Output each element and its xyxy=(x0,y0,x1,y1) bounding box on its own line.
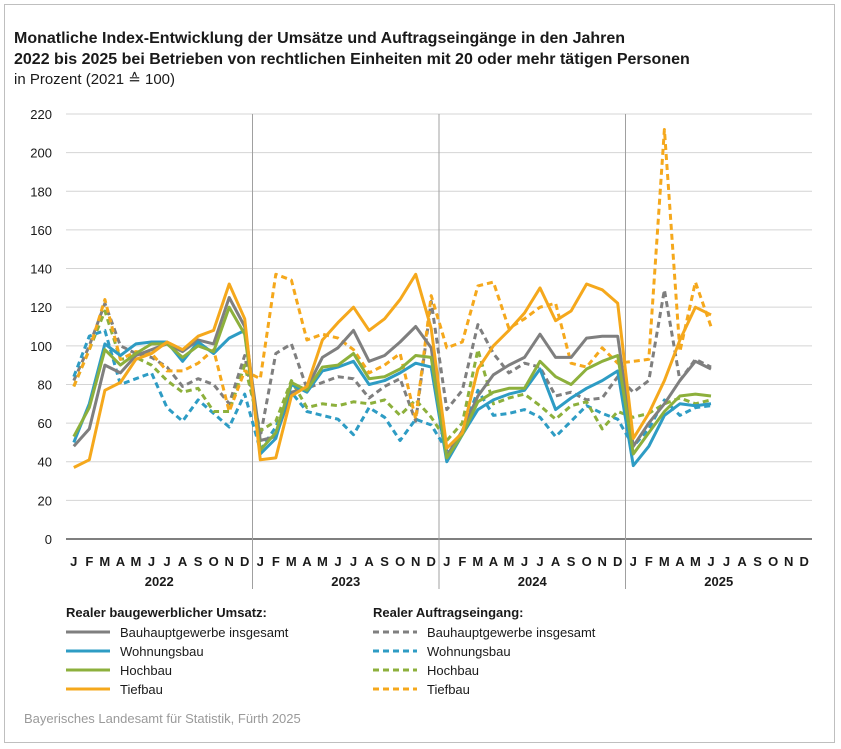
chart-frame xyxy=(4,4,835,743)
x-tick-label: A xyxy=(489,554,499,569)
y-tick-label: 140 xyxy=(30,262,52,277)
series-line-auftrag-wohnungsbau xyxy=(72,328,712,452)
legend-heading-auftrag: Realer Auftragseingang: xyxy=(373,605,524,620)
x-tick-label: A xyxy=(302,554,312,569)
source-note: Bayerisches Landesamt für Statistik, Für… xyxy=(24,711,301,726)
year-label: 2022 xyxy=(145,574,174,589)
x-tick-label: M xyxy=(317,554,328,569)
y-tick-label: 120 xyxy=(30,300,52,315)
x-tick-label: F xyxy=(645,554,653,569)
series-line-umsatz-wohnungsbau xyxy=(72,328,712,468)
x-tick-label: M xyxy=(99,554,110,569)
x-tick-label: O xyxy=(209,554,219,569)
x-tick-label: D xyxy=(800,554,809,569)
y-tick-label: 60 xyxy=(38,416,52,431)
series-line-umsatz-tiefbau xyxy=(73,272,712,469)
x-tick-label: O xyxy=(768,554,778,569)
series-line-umsatz-bauhauptgewerbe-insgesamt xyxy=(72,296,712,458)
x-tick-label: S xyxy=(753,554,762,569)
x-tick-label: J xyxy=(707,554,714,569)
legend-label: Tiefbau xyxy=(120,682,163,697)
x-tick-label: J xyxy=(148,554,155,569)
y-tick-label: 220 xyxy=(30,107,52,122)
x-tick-label: O xyxy=(582,554,592,569)
x-tick-label: N xyxy=(224,554,233,569)
chart-title-line-1: Monatliche Index-Entwicklung der Umsätze… xyxy=(14,30,626,47)
x-tick-label: A xyxy=(364,554,374,569)
x-tick-label: M xyxy=(286,554,297,569)
x-tick-label: A xyxy=(178,554,188,569)
x-tick-label: M xyxy=(659,554,670,569)
y-tick-label: 180 xyxy=(30,184,52,199)
x-tick-label: A xyxy=(675,554,685,569)
year-label: 2024 xyxy=(518,574,548,589)
legend-label: Wohnungsbau xyxy=(120,644,204,659)
chart-subtitle: in Prozent (2021 ≙ 100) xyxy=(14,71,175,88)
x-tick-label: J xyxy=(257,554,264,569)
legend-label: Bauhauptgewerbe insgesamt xyxy=(427,625,596,640)
x-tick-label: D xyxy=(427,554,436,569)
x-tick-label: A xyxy=(737,554,747,569)
y-tick-label: 200 xyxy=(30,146,52,161)
x-tick-label: A xyxy=(551,554,561,569)
x-tick-label: D xyxy=(613,554,622,569)
legend-label: Tiefbau xyxy=(427,682,470,697)
x-tick-label: M xyxy=(690,554,701,569)
x-tick-label: N xyxy=(784,554,793,569)
x-tick-label: S xyxy=(380,554,389,569)
x-tick-label: M xyxy=(472,554,483,569)
x-tick-label: F xyxy=(85,554,93,569)
legend-heading-umsatz: Realer baugewerblicher Umsatz: xyxy=(66,605,267,620)
x-tick-label: F xyxy=(272,554,280,569)
chart-title: Monatliche Index-Entwicklung der Umsätze… xyxy=(14,28,824,70)
series-line-auftrag-hochbau xyxy=(72,309,712,442)
series-line-umsatz-hochbau xyxy=(72,305,712,460)
legend-label: Bauhauptgewerbe insgesamt xyxy=(120,625,289,640)
x-tick-label: J xyxy=(536,554,543,569)
x-tick-label: M xyxy=(131,554,142,569)
chart-title-line-2: 2022 bis 2025 bei Betrieben von rechtlic… xyxy=(14,51,690,68)
x-tick-label: M xyxy=(504,554,515,569)
x-tick-label: J xyxy=(723,554,730,569)
x-tick-label: D xyxy=(240,554,249,569)
y-tick-label: 80 xyxy=(38,377,52,392)
y-tick-label: 0 xyxy=(45,532,52,547)
x-tick-label: F xyxy=(458,554,466,569)
x-tick-label: J xyxy=(163,554,170,569)
year-label: 2023 xyxy=(331,574,360,589)
y-tick-label: 20 xyxy=(38,493,52,508)
year-label: 2025 xyxy=(704,574,733,589)
x-tick-label: J xyxy=(70,554,77,569)
legend-label: Hochbau xyxy=(427,663,479,678)
legend-label: Wohnungsbau xyxy=(427,644,511,659)
series-line-auftrag-tiefbau xyxy=(72,128,713,421)
legend-label: Hochbau xyxy=(120,663,172,678)
x-tick-label: O xyxy=(395,554,405,569)
series-line-auftrag-bauhauptgewerbe-insgesamt xyxy=(72,288,712,439)
x-tick-label: S xyxy=(194,554,203,569)
y-tick-label: 100 xyxy=(30,339,52,354)
x-tick-label: J xyxy=(334,554,341,569)
x-tick-label: J xyxy=(521,554,528,569)
x-tick-label: J xyxy=(443,554,450,569)
x-tick-label: N xyxy=(597,554,606,569)
x-tick-label: A xyxy=(116,554,126,569)
x-tick-label: J xyxy=(350,554,357,569)
x-tick-label: N xyxy=(411,554,420,569)
x-tick-label: S xyxy=(567,554,576,569)
y-tick-label: 160 xyxy=(30,223,52,238)
y-tick-label: 40 xyxy=(38,455,52,470)
x-tick-label: J xyxy=(630,554,637,569)
